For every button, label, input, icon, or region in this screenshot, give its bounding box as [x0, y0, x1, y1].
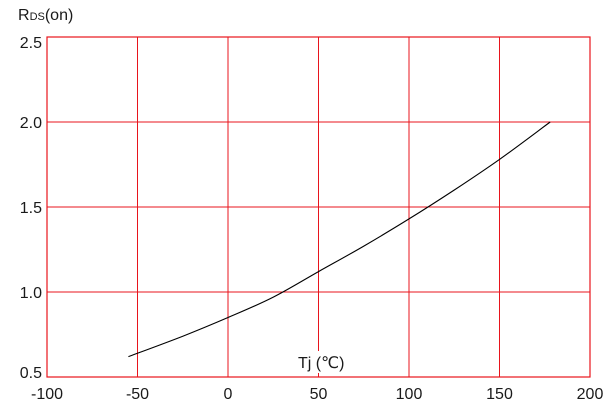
y-axis-label-main: R — [18, 7, 30, 24]
x-tick-label: -50 — [126, 386, 149, 403]
y-tick-label: 1.0 — [20, 285, 42, 302]
x-tick-label: 50 — [310, 386, 328, 403]
series — [128, 121, 551, 358]
x-tick-label: 0 — [224, 386, 233, 403]
tick-labels: -100 -50 0 50 100 150 200 0.5 1.0 1.5 2.0 2.5 — [20, 35, 604, 403]
x-axis-label-background — [295, 351, 361, 373]
y-axis-label: RDS(on) — [18, 7, 73, 24]
grid — [46, 36, 591, 378]
rds-on-curve — [128, 121, 551, 358]
plot-border — [46, 36, 591, 378]
y-tick-label: 2.0 — [20, 115, 42, 132]
x-tick-label: -100 — [31, 386, 63, 403]
y-axis-label-sub: DS — [30, 11, 45, 23]
y-tick-label: 0.5 — [20, 365, 42, 382]
x-axis-label: Tj (℃) — [298, 355, 344, 372]
y-tick-label: 2.5 — [20, 35, 42, 52]
plot-frame — [46, 36, 591, 378]
x-tick-label: 150 — [486, 386, 513, 403]
x-tick-label: 200 — [577, 386, 604, 403]
x-tick-label: 100 — [396, 386, 423, 403]
y-axis-label-suffix: (on) — [45, 7, 73, 24]
y-tick-label: 1.5 — [20, 200, 42, 217]
